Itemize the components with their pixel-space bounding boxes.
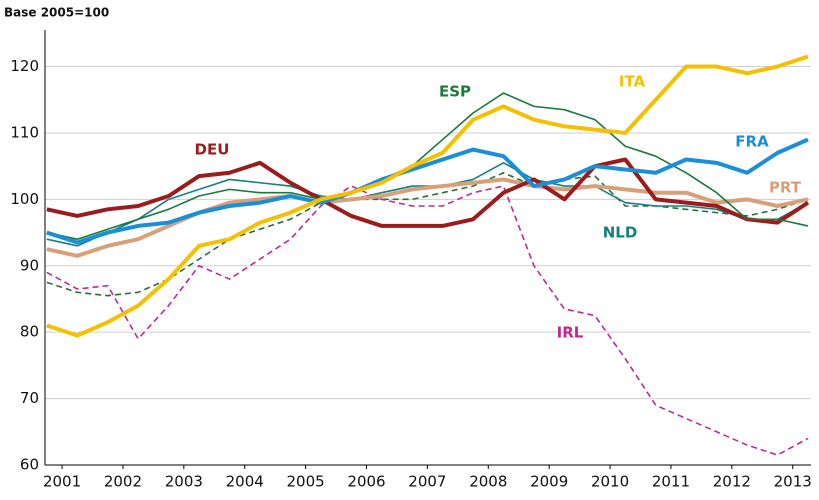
series-label: ESP (439, 83, 471, 101)
series-line (46, 177, 809, 258)
series-label: FRA (735, 133, 769, 151)
series-line (46, 92, 809, 240)
series-line (46, 137, 809, 245)
y-tick-label: 100 (10, 190, 39, 208)
x-tick-label: 2013 (774, 473, 812, 491)
y-tick-label: 80 (20, 323, 39, 341)
y-tick-label: 70 (20, 389, 39, 407)
series-label: IRL (557, 324, 584, 342)
x-tick-label: 2010 (591, 473, 629, 491)
chart-subtitle: Base 2005=100 (4, 6, 109, 20)
series-label: PRT (769, 179, 802, 197)
x-tick-label: 2005 (287, 473, 325, 491)
x-tick-label: 2007 (408, 473, 446, 491)
x-tick-label: 2008 (469, 473, 507, 491)
x-tick-label: 2011 (652, 473, 690, 491)
y-tick-label: 90 (20, 256, 39, 274)
series-label: DEU (195, 141, 230, 159)
x-tick-label: 2001 (43, 473, 81, 491)
x-tick-label: 2006 (347, 473, 385, 491)
x-tick-label: 2003 (165, 473, 203, 491)
y-tick-label: 120 (10, 57, 39, 75)
series-line (46, 185, 809, 456)
series-line (46, 157, 810, 228)
series-label: NLD (603, 224, 638, 242)
series-line (46, 171, 809, 297)
x-tick-label: 2002 (104, 473, 142, 491)
series-label: ITA (619, 73, 646, 91)
x-tick-label: 2009 (530, 473, 568, 491)
x-tick-label: 2012 (713, 473, 751, 491)
series-line (46, 54, 809, 338)
y-tick-label: 60 (20, 456, 39, 474)
y-tick-label: 110 (10, 123, 39, 141)
x-tick-label: 2004 (226, 473, 264, 491)
